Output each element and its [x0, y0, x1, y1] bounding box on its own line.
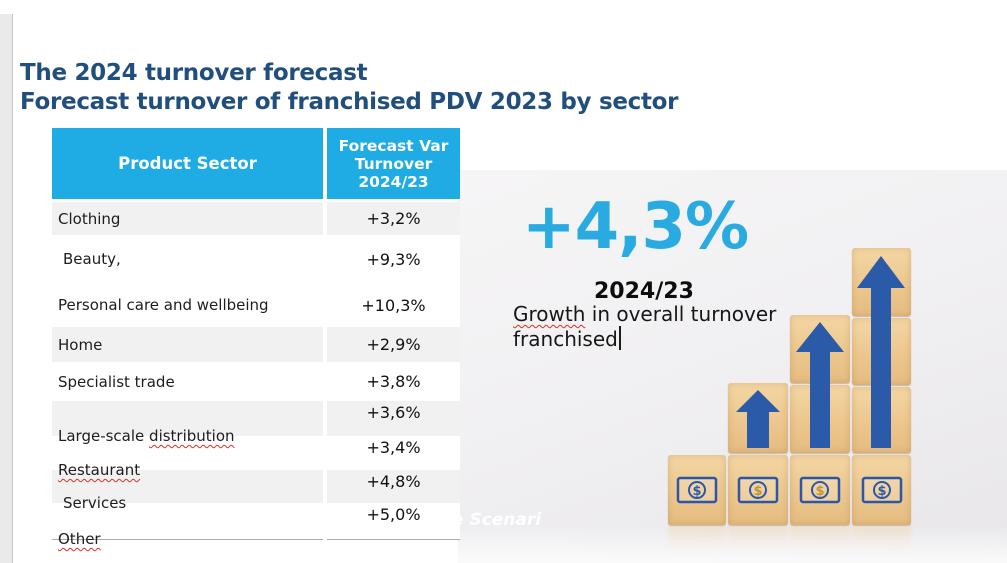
row-label-cell[interactable]: Personal care and wellbeing [52, 283, 323, 327]
row-value: +3,2% [366, 209, 421, 228]
table-row[interactable]: Restaurant +3,4% [52, 436, 460, 479]
row-label-cell[interactable]: Large-scale distribution [52, 401, 323, 445]
photo-floor [458, 525, 1007, 563]
row-label-cell[interactable]: Services [52, 470, 323, 512]
row-label: Large-scale distribution [58, 427, 235, 445]
table-row[interactable]: Services +4,8% [52, 470, 460, 512]
header-line: Turnover [354, 154, 433, 173]
row-value-cell[interactable]: +3,8% [327, 362, 460, 401]
row-value-cell[interactable]: +3,6% [327, 401, 460, 436]
row-value: +10,3% [361, 295, 426, 315]
svg-text:$: $ [753, 484, 762, 499]
row-value-cell[interactable]: +5,0% [327, 503, 460, 540]
watermark: e Scenari [452, 510, 542, 530]
table-row[interactable]: Home +2,9% [52, 327, 460, 362]
svg-text:$: $ [815, 484, 824, 499]
row-value: +2,9% [366, 335, 421, 354]
chart-photo[interactable]: $ $ $ $ [458, 170, 1007, 563]
row-value-cell[interactable]: +9,3% [327, 235, 460, 283]
row-label-cell[interactable]: Clothing [52, 202, 323, 235]
forecast-table[interactable]: Product Sector Forecast Var Turnover 202… [52, 128, 460, 548]
row-value-cell[interactable]: +3,4% [327, 436, 460, 470]
row-label: Other [58, 530, 101, 548]
svg-text:$: $ [692, 484, 701, 499]
row-label-cell[interactable]: Beauty, [52, 235, 323, 283]
row-value-cell[interactable]: +4,8% [327, 470, 460, 503]
table-body: Clothing +3,2% Beauty, +9,3% Personal ca… [52, 202, 460, 548]
title-line-2: Forecast turnover of franchised PDV 2023… [20, 89, 679, 115]
up-arrow-icon [736, 390, 780, 448]
row-label-cell[interactable]: Other [52, 503, 323, 548]
row-label: Beauty, [63, 250, 121, 268]
row-label: Clothing [58, 209, 121, 228]
forecast-var-header-cell[interactable]: Forecast Var Turnover 2024/23 [327, 128, 460, 199]
row-label-cell[interactable]: Restaurant [52, 436, 323, 479]
row-value-cell[interactable]: +3,2% [327, 202, 460, 235]
stat-caption[interactable]: Growth in overall turnover franchised [513, 302, 776, 351]
row-label: Specialist trade [58, 372, 175, 391]
row-value: +4,8% [366, 472, 421, 491]
stat-period[interactable]: 2024/23 [594, 279, 694, 304]
table-row[interactable]: Personal care and wellbeing +10,3% [52, 283, 460, 327]
row-value: +5,0% [366, 505, 421, 524]
dollar-bill-icon: $ [861, 476, 903, 504]
row-label-cell[interactable]: Specialist trade [52, 362, 323, 401]
title-line-1: The 2024 turnover forecast [20, 60, 368, 86]
header-line: Forecast Var [338, 136, 449, 155]
row-value: +3,8% [366, 372, 421, 391]
side-strip-notch [0, 0, 13, 14]
table-row[interactable]: Specialist trade +3,8% [52, 362, 460, 401]
dollar-bill-icon: $ [737, 476, 779, 504]
up-arrow-icon [857, 256, 905, 448]
table-row[interactable]: Clothing +3,2% [52, 202, 460, 235]
row-value-cell[interactable]: +2,9% [327, 327, 460, 362]
table-row[interactable]: Other +5,0% [52, 503, 460, 548]
row-value: +9,3% [366, 249, 421, 269]
row-label: Restaurant [58, 461, 141, 479]
product-sector-header-cell[interactable]: Product Sector [52, 128, 323, 199]
dollar-bill-icon: $ [799, 476, 841, 504]
row-label-cell[interactable]: Home [52, 327, 323, 362]
stat-caption-rest: in overall turnover [585, 302, 777, 326]
stat-caption-line2: franchised [513, 327, 618, 351]
row-label: Home [58, 335, 103, 354]
row-label: Services [63, 494, 127, 512]
dollar-bill-icon: $ [676, 476, 718, 504]
svg-text:$: $ [877, 484, 886, 499]
row-value-cell[interactable]: +10,3% [327, 283, 460, 327]
table-row[interactable]: Large-scale distribution +3,6% [52, 401, 460, 445]
row-value: +3,6% [366, 403, 421, 422]
stat-caption-word: Growth [513, 302, 586, 326]
text-cursor [618, 326, 621, 350]
header-line: 2024/23 [358, 172, 429, 191]
app-side-strip [0, 0, 13, 563]
row-label: Personal care and wellbeing [58, 296, 269, 314]
slide-title[interactable]: The 2024 turnover forecast Forecast turn… [20, 59, 679, 117]
table-header-row: Product Sector Forecast Var Turnover 202… [52, 128, 460, 199]
up-arrow-icon [796, 322, 844, 448]
table-row[interactable]: Beauty, +9,3% [52, 235, 460, 283]
growth-stat-value[interactable]: +4,3% [522, 190, 749, 264]
row-value: +3,4% [366, 438, 421, 457]
